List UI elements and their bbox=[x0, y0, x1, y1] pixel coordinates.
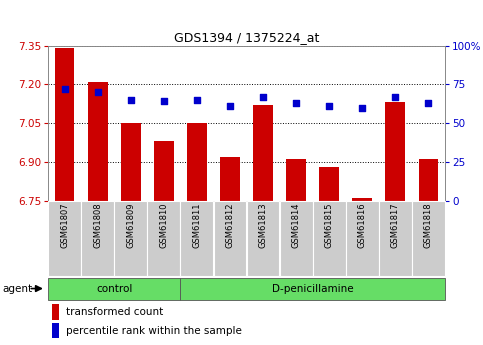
Text: GSM61814: GSM61814 bbox=[292, 203, 300, 248]
Bar bbox=[181, 200, 213, 276]
Bar bbox=[55, 48, 74, 200]
Bar bbox=[253, 105, 273, 200]
Bar bbox=[154, 141, 174, 200]
Text: GSM61818: GSM61818 bbox=[424, 203, 433, 248]
Text: GSM61815: GSM61815 bbox=[325, 203, 334, 248]
Text: transformed count: transformed count bbox=[66, 307, 163, 317]
Bar bbox=[412, 200, 445, 276]
Bar bbox=[346, 200, 379, 276]
Bar bbox=[379, 200, 412, 276]
Text: GSM61813: GSM61813 bbox=[258, 203, 268, 248]
Bar bbox=[280, 200, 313, 276]
Title: GDS1394 / 1375224_at: GDS1394 / 1375224_at bbox=[174, 31, 319, 45]
Point bbox=[425, 100, 432, 106]
Bar bbox=[419, 159, 439, 200]
Bar bbox=[187, 123, 207, 200]
Point bbox=[392, 94, 399, 99]
Bar bbox=[81, 200, 114, 276]
Bar bbox=[247, 200, 280, 276]
Text: GSM61809: GSM61809 bbox=[126, 203, 135, 248]
Bar bbox=[88, 82, 108, 200]
Point bbox=[358, 105, 366, 110]
Point bbox=[292, 100, 300, 106]
Bar bbox=[220, 157, 240, 200]
Bar bbox=[48, 277, 180, 299]
Text: GSM61811: GSM61811 bbox=[192, 203, 201, 248]
Bar bbox=[147, 200, 180, 276]
Point bbox=[160, 99, 168, 104]
Bar bbox=[121, 123, 141, 200]
Text: control: control bbox=[96, 284, 132, 294]
Text: agent: agent bbox=[2, 284, 32, 294]
Bar bbox=[286, 159, 306, 200]
Bar bbox=[319, 167, 339, 200]
Bar bbox=[52, 323, 59, 338]
Point bbox=[94, 89, 101, 95]
Bar bbox=[114, 200, 147, 276]
Text: percentile rank within the sample: percentile rank within the sample bbox=[66, 326, 242, 336]
Text: GSM61817: GSM61817 bbox=[391, 203, 400, 248]
Bar bbox=[213, 200, 246, 276]
Point bbox=[259, 94, 267, 99]
Point bbox=[226, 103, 234, 109]
Text: GSM61810: GSM61810 bbox=[159, 203, 168, 248]
Bar bbox=[385, 102, 405, 200]
Bar bbox=[313, 200, 345, 276]
Point bbox=[127, 97, 135, 102]
Text: GSM61812: GSM61812 bbox=[226, 203, 234, 248]
Text: D-penicillamine: D-penicillamine bbox=[272, 284, 354, 294]
Point bbox=[326, 103, 333, 109]
Text: GSM61816: GSM61816 bbox=[358, 203, 367, 248]
Bar bbox=[52, 304, 59, 319]
Text: GSM61807: GSM61807 bbox=[60, 203, 69, 248]
Bar bbox=[180, 277, 445, 299]
Point bbox=[61, 86, 69, 92]
Bar bbox=[48, 200, 81, 276]
Bar bbox=[353, 198, 372, 200]
Point bbox=[193, 97, 201, 102]
Text: GSM61808: GSM61808 bbox=[93, 203, 102, 248]
